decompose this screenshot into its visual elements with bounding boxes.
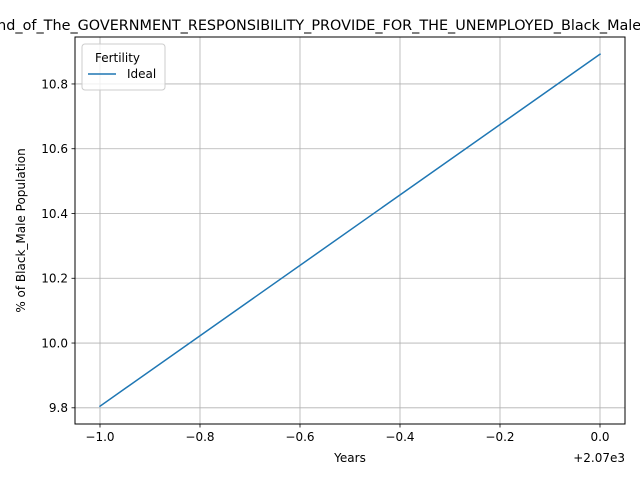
x-axis-offset-label: +2.07e3 [573,451,625,465]
grid [75,37,625,424]
y-tick-label: 10.4 [41,207,68,221]
y-tick-label: 9.8 [49,401,68,415]
y-tick-label: 10.6 [41,142,68,156]
legend-entry-label: Ideal [127,67,156,81]
x-tick-label: −1.0 [85,430,114,444]
x-tick-label: −0.4 [385,430,414,444]
series-layer [98,53,602,408]
series-line [98,53,602,408]
y-tick-label: 10.8 [41,77,68,91]
x-tick-label: −0.8 [185,430,214,444]
y-tick-label: 10.2 [41,272,68,286]
x-axis-ticks: −1.0 −0.8 −0.6 −0.4 −0.2 0.0 [85,424,610,444]
x-axis-label: Years [333,451,366,465]
chart-title: Trend_of_The_GOVERNMENT_RESPONSIBILITY_P… [0,18,640,34]
legend-box [81,43,166,91]
legend-title: Fertility [95,51,140,65]
x-tick-label: −0.2 [485,430,514,444]
plot-frame [74,36,626,425]
y-tick-label: 10.0 [41,336,68,350]
legend-entries: Ideal [88,67,156,81]
y-axis-label: % of Black_Male Population [14,148,28,312]
x-tick-label: 0.0 [590,430,609,444]
x-tick-label: −0.6 [285,430,314,444]
legend: Fertility Ideal [81,43,166,91]
y-axis-ticks: 9.8 10.0 10.2 10.4 10.6 10.8 [41,77,75,415]
